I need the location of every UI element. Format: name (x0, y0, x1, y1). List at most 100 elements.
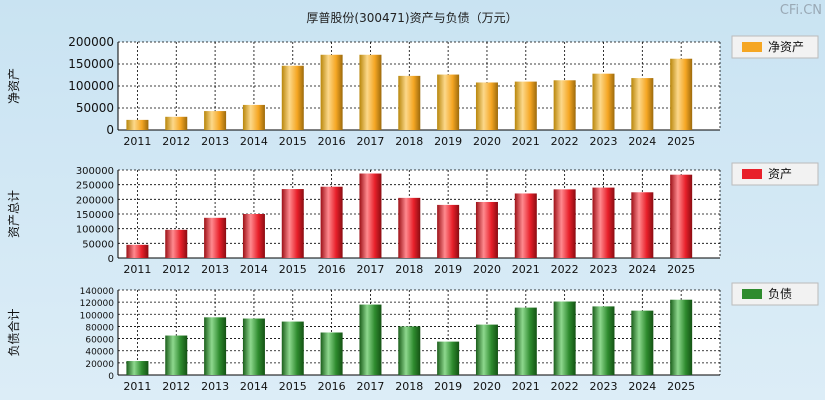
total-assets-legend-label: 资产 (768, 167, 792, 181)
net-assets-legend: 净资产 (731, 35, 819, 59)
total-liabilities-legend-label: 负债 (768, 287, 792, 301)
total-assets-bar-2012 (165, 229, 188, 258)
net-assets-bar-2015 (281, 65, 304, 130)
total-assets-xtick-label: 2025 (667, 263, 695, 276)
total-liabilities-bar-2019 (437, 341, 460, 375)
net-assets-bar-2023 (592, 73, 615, 130)
total-assets-xtick-label: 2024 (628, 263, 656, 276)
total-liabilities-legend-swatch (742, 289, 762, 299)
total-assets-legend-swatch (742, 169, 762, 179)
net-assets-panel: 0 50000 100000 150000 200000 2011 2012 2013 2014… (7, 35, 819, 148)
total-liabilities-xtick-label: 2015 (279, 380, 307, 393)
total-assets-xtick-label: 2020 (473, 263, 501, 276)
total-assets-xtick-label: 2019 (434, 263, 462, 276)
total-assets-legend: 资产 (731, 162, 819, 186)
net-assets-bar-2021 (514, 81, 537, 130)
chart-title: 厚普股份(300471)资产与负债（万元） (306, 11, 517, 25)
total-liabilities-bar-2023 (592, 306, 615, 375)
total-liabilities-bar-2011 (126, 361, 149, 375)
total-liabilities-ytick-label: 20000 (85, 360, 114, 370)
total-liabilities-xtick-label: 2024 (628, 380, 656, 393)
total-liabilities-xtick-label: 2011 (123, 380, 151, 393)
net-assets-legend-swatch (742, 42, 762, 52)
total-liabilities-panel: 0 20000 40000 60000 80000 100000 120000 140000 2… (6, 282, 819, 393)
total-assets-bar-2023 (592, 187, 615, 258)
total-liabilities-bar-2017 (359, 304, 382, 375)
total-liabilities-ytick-label: 60000 (85, 336, 114, 346)
total-assets-ytick-label: 200000 (76, 195, 114, 206)
net-assets-bar-2018 (398, 75, 421, 130)
net-assets-ylabel: 净资产 (7, 68, 21, 104)
net-assets-xtick-label: 2014 (240, 135, 268, 148)
total-assets-xtick-label: 2015 (279, 263, 307, 276)
total-assets-ylabel: 资产总计 (7, 190, 21, 238)
total-assets-ytick-label: 250000 (76, 181, 114, 192)
net-assets-xtick-label: 2024 (628, 135, 656, 148)
net-assets-xtick-label: 2017 (356, 135, 384, 148)
net-assets-bar-2024 (631, 78, 654, 130)
total-assets-xtick-label: 2021 (512, 263, 540, 276)
total-liabilities-bar-2022 (553, 301, 576, 375)
total-liabilities-legend: 负债 (731, 282, 819, 306)
total-liabilities-xtick-label: 2023 (589, 380, 617, 393)
net-assets-bar-2017 (359, 54, 382, 131)
total-liabilities-xtick-label: 2019 (434, 380, 462, 393)
net-assets-xtick-label: 2016 (318, 135, 346, 148)
total-assets-legend-box (731, 162, 819, 186)
total-assets-bar-2016 (320, 186, 343, 258)
net-assets-bar-2013 (204, 111, 227, 130)
net-assets-xtick-label: 2023 (589, 135, 617, 148)
total-liabilities-bar-2024 (631, 310, 654, 375)
net-assets-ytick-label: 150000 (68, 57, 114, 71)
total-liabilities-ytick-label: 80000 (85, 323, 114, 333)
total-assets-bar-2021 (514, 193, 537, 258)
total-liabilities-bar-2013 (204, 317, 227, 375)
total-assets-xtick-label: 2012 (162, 263, 190, 276)
net-assets-ytick-label: 0 (106, 123, 114, 137)
net-assets-bar-2012 (165, 116, 188, 130)
net-assets-ytick-label: 100000 (68, 79, 114, 93)
total-assets-xtick-label: 2022 (551, 263, 579, 276)
total-assets-ytick-label: 50000 (82, 239, 114, 250)
net-assets-xtick-label: 2011 (123, 135, 151, 148)
net-assets-bar-2025 (670, 58, 693, 130)
net-assets-bar-2011 (126, 119, 149, 130)
total-assets-bar-2022 (553, 189, 576, 258)
total-liabilities-ytick-label: 140000 (80, 287, 115, 297)
total-liabilities-ytick-label: 100000 (80, 311, 115, 321)
total-liabilities-xtick-label: 2012 (162, 380, 190, 393)
total-assets-xtick-label: 2014 (240, 263, 268, 276)
total-liabilities-bar-2021 (514, 307, 537, 375)
total-assets-xtick-label: 2013 (201, 263, 229, 276)
total-liabilities-bar-2016 (320, 332, 343, 375)
total-liabilities-xtick-label: 2013 (201, 380, 229, 393)
total-liabilities-legend-box (731, 282, 819, 306)
total-liabilities-ytick-label: 120000 (80, 299, 115, 309)
net-assets-bar-2022 (553, 80, 576, 130)
net-assets-bar-2016 (320, 54, 343, 131)
net-assets-xtick-label: 2015 (279, 135, 307, 148)
total-assets-bar-2013 (204, 217, 227, 258)
total-assets-ytick-label: 0 (108, 254, 114, 265)
total-assets-ytick-label: 100000 (76, 225, 114, 236)
total-liabilities-xtick-label: 2020 (473, 380, 501, 393)
net-assets-legend-box (731, 35, 819, 59)
total-assets-bar-2014 (242, 214, 265, 258)
net-assets-ytick-label: 200000 (68, 35, 114, 49)
total-assets-xtick-label: 2011 (123, 263, 151, 276)
total-assets-bar-2024 (631, 192, 654, 258)
total-assets-bar-2025 (670, 174, 693, 258)
net-assets-legend-label: 净资产 (768, 40, 804, 54)
net-assets-xtick-label: 2025 (667, 135, 695, 148)
total-liabilities-xtick-label: 2022 (551, 380, 579, 393)
total-assets-xtick-label: 2016 (318, 263, 346, 276)
total-assets-bar-2017 (359, 173, 382, 258)
net-assets-xtick-label: 2019 (434, 135, 462, 148)
total-assets-xtick-label: 2018 (395, 263, 423, 276)
total-assets-ytick-label: 300000 (76, 166, 114, 177)
total-liabilities-bar-2014 (242, 318, 265, 375)
total-assets-bar-2020 (475, 201, 498, 258)
total-liabilities-xtick-label: 2021 (512, 380, 540, 393)
net-assets-bar-2014 (242, 104, 265, 130)
